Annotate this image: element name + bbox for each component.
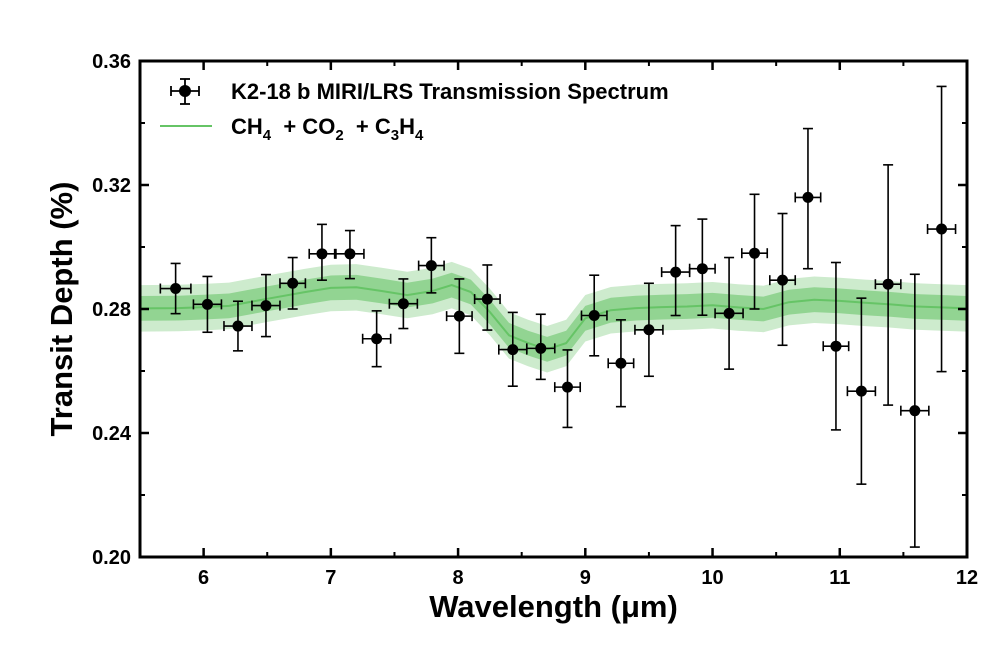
data-point <box>768 212 797 347</box>
data-point <box>900 273 930 548</box>
data-marker <box>316 248 328 260</box>
model-uncertainty-bands <box>140 261 967 373</box>
data-point <box>445 278 473 355</box>
data-marker <box>830 340 842 352</box>
data-marker <box>588 310 600 322</box>
data-marker <box>643 324 655 336</box>
x-axis-ticks: 6 7 8 9 10 11 12 <box>139 61 978 589</box>
x-tick-label: 11 <box>829 567 850 589</box>
data-point <box>553 349 582 429</box>
data-point <box>308 223 336 281</box>
data-point <box>335 229 365 280</box>
data-point <box>846 297 877 485</box>
data-point <box>473 264 501 331</box>
data-marker <box>749 247 761 259</box>
y-tick-label: 0.24 <box>92 423 132 445</box>
model-line-group <box>139 284 968 351</box>
data-marker <box>344 248 356 260</box>
data-marker <box>453 310 465 322</box>
data-point <box>223 300 253 352</box>
data-point <box>361 310 392 368</box>
data-marker <box>855 385 867 397</box>
data-marker <box>481 293 493 305</box>
data-point <box>660 224 691 317</box>
data-point <box>388 278 419 330</box>
x-axis-title: Wavelength (μm) <box>429 589 678 624</box>
data-marker <box>615 357 627 369</box>
data-marker <box>535 342 547 354</box>
data-point <box>497 311 528 387</box>
data-point <box>417 236 445 294</box>
data-point <box>607 319 635 408</box>
data-marker <box>882 278 894 290</box>
data-marker <box>232 320 244 332</box>
data-marker <box>507 344 519 356</box>
data-marker <box>723 307 735 319</box>
legend-marker <box>179 85 191 97</box>
x-tick-label: 12 <box>956 567 978 589</box>
data-marker <box>425 260 437 272</box>
data-point <box>794 127 822 270</box>
y-axis-ticks: 0.20 0.24 0.28 0.32 0.36 <box>92 51 967 569</box>
data-point <box>741 193 769 310</box>
x-tick-label: 10 <box>701 567 723 589</box>
x-tick-label: 7 <box>325 567 336 589</box>
legend: K2-18 b MIRI/LRS Transmission Spectrum C… <box>160 78 669 144</box>
legend-label-model: CH4 + CO2 + C3H4 <box>231 114 424 144</box>
x-tick-label: 8 <box>453 567 464 589</box>
y-tick-label: 0.20 <box>92 547 131 569</box>
model-band-inner <box>140 272 967 362</box>
data-marker <box>936 223 948 235</box>
data-marker <box>909 405 921 417</box>
legend-item-data: K2-18 b MIRI/LRS Transmission Spectrum <box>170 78 669 105</box>
data-point <box>159 262 192 315</box>
data-points <box>159 85 957 548</box>
data-marker <box>696 263 708 275</box>
data-point <box>580 274 608 357</box>
y-tick-label: 0.32 <box>92 175 131 197</box>
data-point <box>688 218 716 317</box>
data-point <box>251 273 281 338</box>
data-marker <box>670 266 682 278</box>
y-tick-label: 0.36 <box>92 51 131 73</box>
data-marker <box>201 298 213 310</box>
data-marker <box>777 274 789 286</box>
data-point <box>714 256 744 370</box>
data-marker <box>802 191 814 203</box>
legend-label-data: K2-18 b MIRI/LRS Transmission Spectrum <box>231 79 669 104</box>
data-point <box>634 282 664 378</box>
data-marker <box>371 333 383 345</box>
legend-item-model: CH4 + CO2 + C3H4 <box>160 114 424 144</box>
x-tick-label: 6 <box>198 567 209 589</box>
data-point <box>192 275 223 334</box>
data-point <box>279 256 307 310</box>
data-point <box>525 313 556 381</box>
data-point <box>822 261 850 431</box>
data-marker <box>397 298 409 310</box>
data-point <box>926 85 957 373</box>
data-marker <box>561 381 573 393</box>
model-median-line <box>139 284 968 351</box>
y-axis-title: Transit Depth (%) <box>44 182 79 437</box>
data-point <box>874 164 902 406</box>
data-marker <box>170 283 182 295</box>
x-tick-label: 9 <box>580 567 591 589</box>
data-marker <box>260 300 272 312</box>
y-tick-label: 0.28 <box>92 299 131 321</box>
data-marker <box>287 277 299 289</box>
